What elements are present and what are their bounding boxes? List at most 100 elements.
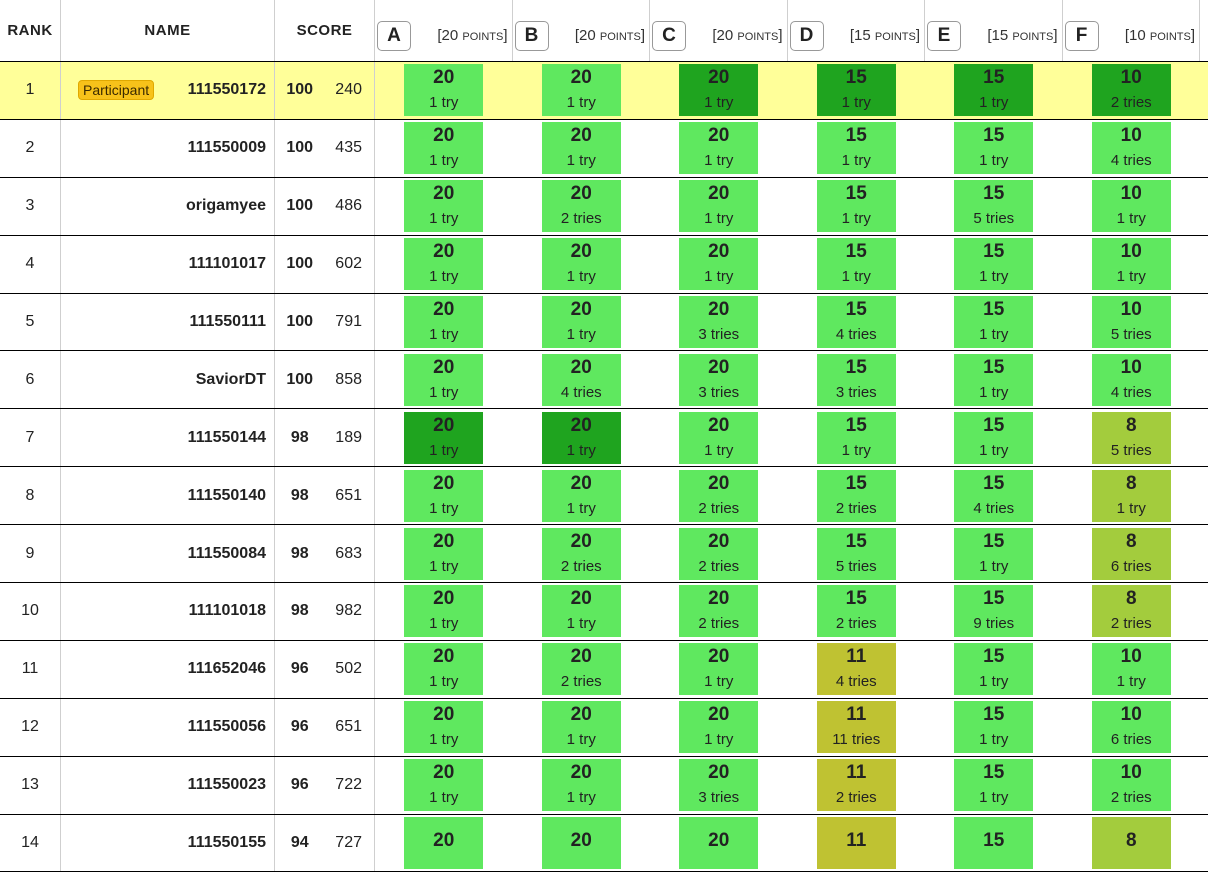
team-name-cell[interactable]: 111550140 — [61, 467, 275, 525]
problem-result[interactable]: 11 — [816, 817, 896, 870]
problem-result[interactable]: 15 1 try — [954, 353, 1034, 406]
problem-result[interactable]: 8 2 tries — [1091, 585, 1171, 638]
problem-result[interactable]: 20 2 tries — [541, 180, 621, 233]
problem-result[interactable]: 20 1 try — [404, 353, 484, 406]
problem-result[interactable]: 20 1 try — [541, 411, 621, 464]
problem-result[interactable]: 20 1 try — [404, 64, 484, 117]
problem-result[interactable]: 20 2 tries — [541, 643, 621, 696]
problem-result[interactable]: 20 — [404, 817, 484, 870]
problem-result[interactable]: 10 1 try — [1091, 180, 1171, 233]
problem-result[interactable]: 15 1 try — [816, 122, 896, 175]
table-row[interactable]: 8 111550140 98 651 20 1 try 20 1 try 20 2 tries 15… — [0, 467, 1208, 526]
table-row[interactable]: 11 111652046 96 502 20 1 try 20 2 tries 20 1 try 1… — [0, 640, 1208, 699]
problem-result[interactable]: 10 2 tries — [1091, 759, 1171, 812]
problem-result[interactable]: 11 2 tries — [816, 759, 896, 812]
problem-result[interactable]: 20 1 try — [404, 759, 484, 812]
team-name[interactable]: 111550144 — [187, 428, 266, 446]
problem-e-button[interactable]: E — [927, 21, 961, 51]
problem-result[interactable]: 20 1 try — [541, 122, 621, 175]
table-row[interactable]: 9 111550084 98 683 20 1 try 20 2 tries 20 2 tries… — [0, 525, 1208, 584]
problem-a-button[interactable]: A — [377, 21, 411, 51]
team-name[interactable]: 111550056 — [187, 718, 266, 736]
problem-result[interactable]: 20 1 try — [679, 411, 759, 464]
problem-result[interactable]: 20 1 try — [541, 296, 621, 348]
problem-result[interactable]: 20 1 try — [404, 296, 484, 348]
team-name[interactable]: SaviorDT — [195, 370, 266, 388]
problem-result[interactable]: 15 1 try — [954, 64, 1034, 117]
problem-result[interactable]: 20 2 tries — [679, 585, 759, 638]
team-name-cell[interactable]: 111550009 — [61, 119, 275, 177]
problem-result[interactable]: 20 1 try — [679, 122, 759, 175]
team-name[interactable]: 111550155 — [187, 834, 266, 852]
problem-result[interactable]: 10 1 try — [1091, 643, 1171, 696]
problem-result[interactable]: 20 1 try — [679, 64, 759, 117]
problem-result[interactable]: 20 2 tries — [541, 527, 621, 580]
problem-result[interactable]: 20 4 tries — [541, 353, 621, 406]
problem-result[interactable]: 15 — [954, 817, 1034, 870]
problem-result[interactable]: 20 1 try — [404, 643, 484, 696]
team-name[interactable]: origamyee — [185, 197, 266, 215]
team-name-cell[interactable]: 111550084 — [61, 525, 275, 583]
problem-result[interactable]: 20 1 try — [541, 238, 621, 291]
team-name-cell[interactable]: 111550023 — [61, 756, 275, 814]
problem-result[interactable]: 20 1 try — [679, 180, 759, 233]
problem-result[interactable]: 10 4 tries — [1091, 122, 1171, 175]
problem-result[interactable]: 15 1 try — [816, 411, 896, 464]
team-name-cell[interactable]: 111550144 — [61, 409, 275, 467]
problem-result[interactable]: 15 4 tries — [954, 469, 1034, 522]
problem-result[interactable]: 8 5 tries — [1091, 411, 1171, 464]
team-name[interactable]: 111652046 — [187, 660, 266, 678]
team-name-cell[interactable]: 111101017 — [61, 235, 275, 293]
table-row[interactable]: 4 111101017 100 602 20 1 try 20 1 try 20 1 try 15 1… — [0, 235, 1208, 294]
table-row[interactable]: 3 origamyee 100 486 20 1 try 20 2 tries 20 1 try 1… — [0, 177, 1208, 236]
problem-result[interactable]: 20 3 tries — [679, 353, 759, 406]
problem-result[interactable]: 20 1 try — [404, 122, 484, 175]
problem-result[interactable]: 10 6 tries — [1091, 701, 1171, 754]
problem-result[interactable]: 20 1 try — [541, 701, 621, 754]
problem-result[interactable]: 15 1 try — [954, 122, 1034, 175]
problem-result[interactable]: 20 1 try — [404, 238, 484, 291]
problem-result[interactable]: 20 1 try — [404, 701, 484, 754]
team-name[interactable]: 111101018 — [188, 602, 266, 620]
problem-result[interactable]: 20 1 try — [404, 180, 484, 233]
team-name[interactable]: 111550009 — [187, 139, 266, 157]
team-name[interactable]: 111550140 — [187, 486, 266, 504]
table-row[interactable]: 14 111550155 94 727 20 20 20 11 15 8 — [0, 814, 1208, 872]
problem-result[interactable]: 15 1 try — [954, 701, 1034, 754]
problem-result[interactable]: 20 2 tries — [679, 527, 759, 580]
problem-result[interactable]: 15 4 tries — [816, 296, 896, 348]
table-row[interactable]: 7 111550144 98 189 20 1 try 20 1 try 20 1 try 15 1 … — [0, 409, 1208, 468]
problem-c-button[interactable]: C — [652, 21, 686, 51]
problem-result[interactable]: 10 1 try — [1091, 238, 1171, 291]
problem-result[interactable]: 15 2 tries — [816, 585, 896, 638]
team-name-cell[interactable]: 111550111 — [61, 293, 275, 351]
problem-result[interactable]: 15 1 try — [954, 411, 1034, 464]
problem-result[interactable]: 20 1 try — [541, 759, 621, 812]
problem-result[interactable]: 20 3 tries — [679, 296, 759, 348]
problem-f-button[interactable]: F — [1064, 21, 1099, 51]
team-name[interactable]: 111550111 — [189, 313, 266, 330]
team-name[interactable]: 111550084 — [187, 544, 266, 562]
problem-result[interactable]: 20 — [541, 817, 621, 870]
table-row[interactable]: 10 111101018 98 982 20 1 try 20 1 try 20 2 tries 1… — [0, 583, 1208, 641]
problem-result[interactable]: 15 5 tries — [954, 180, 1034, 233]
problem-result[interactable]: 15 9 tries — [954, 585, 1034, 638]
problem-result[interactable]: 20 1 try — [679, 643, 759, 696]
problem-result[interactable]: 15 1 try — [816, 180, 896, 233]
problem-result[interactable]: 10 5 tries — [1091, 296, 1171, 348]
problem-result[interactable]: 11 11 tries — [816, 701, 896, 754]
problem-result[interactable]: 20 1 try — [541, 64, 621, 117]
problem-result[interactable]: 10 2 tries — [1091, 64, 1171, 117]
team-name[interactable]: 111550172 — [187, 81, 266, 99]
problem-result[interactable]: 15 1 try — [954, 759, 1034, 812]
problem-result[interactable]: 15 1 try — [816, 64, 896, 117]
team-name-cell[interactable]: 111101018 — [61, 583, 275, 640]
table-row[interactable]: 2 111550009 100 435 20 1 try 20 1 try 20 1 try 15 1… — [0, 119, 1208, 178]
team-name-cell[interactable]: 111652046 — [61, 640, 275, 698]
table-row[interactable]: 12 111550056 96 651 20 1 try 20 1 try 20 1 try 11 1… — [0, 698, 1208, 757]
problem-result[interactable]: 20 — [679, 817, 759, 870]
problem-result[interactable]: 20 1 try — [541, 585, 621, 638]
problem-result[interactable]: 20 3 tries — [679, 759, 759, 812]
team-name-cell[interactable]: SaviorDT — [61, 351, 275, 409]
problem-result[interactable]: 15 2 tries — [816, 469, 896, 522]
